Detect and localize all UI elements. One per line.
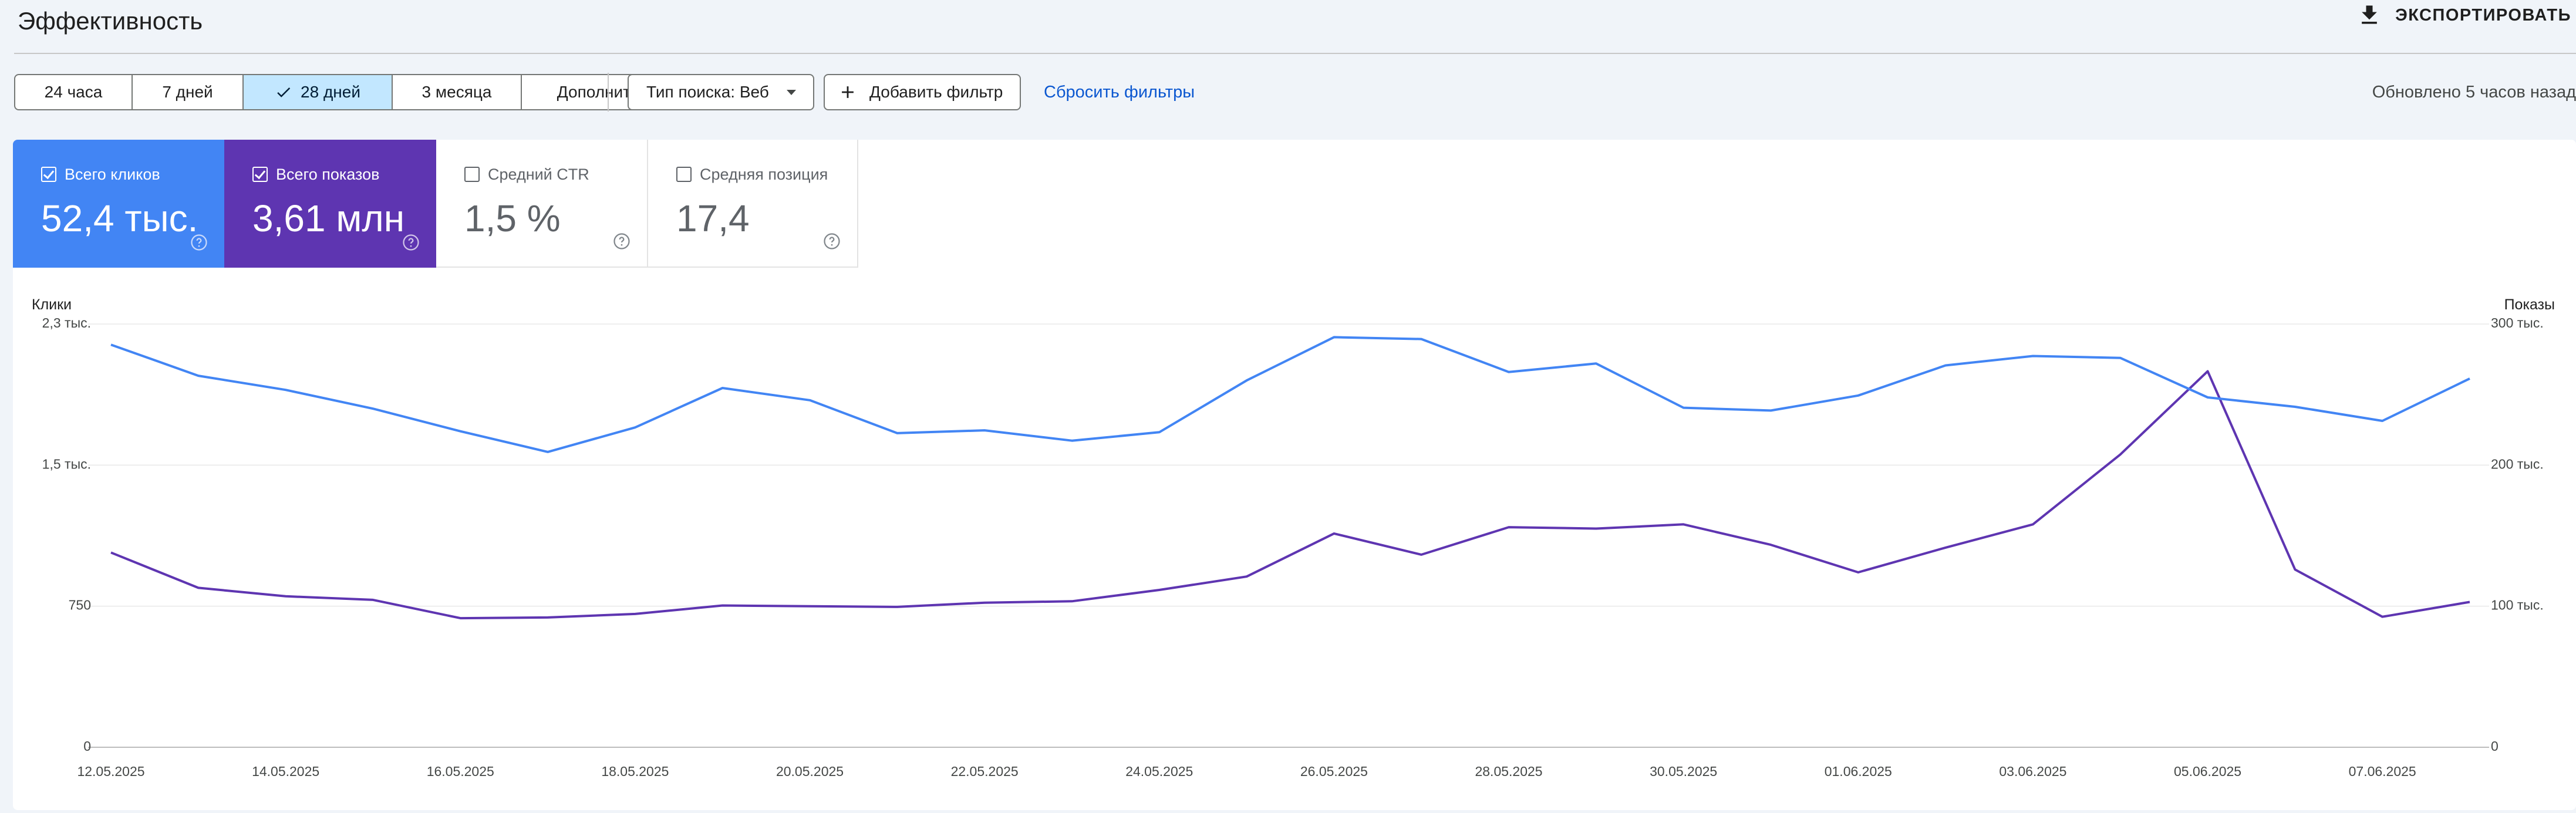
help-icon[interactable]	[402, 234, 420, 251]
range-28d[interactable]: 28 дней	[244, 75, 393, 109]
metric-label: Средний CTR	[488, 166, 589, 183]
x-tick-label: 16.05.2025	[427, 764, 494, 779]
right-axis-title: Показы	[2504, 296, 2555, 313]
export-button[interactable]: ЭКСПОРТИРОВАТЬ	[2356, 2, 2571, 28]
x-tick-label: 24.05.2025	[1125, 764, 1193, 779]
add-filter-label: Добавить фильтр	[869, 83, 1003, 101]
x-tick-label: 14.05.2025	[252, 764, 319, 779]
check-icon	[277, 87, 291, 97]
metric-value: 1,5 %	[464, 197, 561, 239]
header-divider	[14, 53, 2576, 54]
metric-card-position[interactable]: Средняя позиция 17,4	[648, 140, 858, 268]
x-tick-label: 26.05.2025	[1300, 764, 1368, 779]
left-tick-label: 1,5 тыс.	[42, 456, 91, 471]
left-tick-label: 2,3 тыс.	[42, 315, 91, 330]
search-type-filter[interactable]: Тип поиска: Веб	[628, 74, 814, 110]
x-tick-label: 05.06.2025	[2174, 764, 2241, 779]
series-line-clicks	[110, 336, 2470, 453]
metric-label: Средняя позиция	[700, 166, 828, 183]
plus-icon	[842, 86, 854, 98]
last-updated-text: Обновлено 5 часов назад	[2372, 83, 2576, 102]
right-axis-ticks: 0 100 тыс. 200 тыс. 300 тыс.	[2491, 315, 2544, 754]
metric-value: 52,4 тыс.	[41, 197, 198, 239]
dropdown-arrow-icon	[786, 89, 796, 95]
right-tick-label: 0	[2491, 738, 2499, 754]
metric-card-ctr[interactable]: Средний CTR 1,5 %	[436, 140, 648, 268]
x-tick-label: 22.05.2025	[951, 764, 1019, 779]
filter-divider	[608, 73, 609, 112]
x-tick-label: 30.05.2025	[1650, 764, 1717, 779]
right-tick-label: 100 тыс.	[2491, 598, 2544, 613]
x-tick-label: 20.05.2025	[776, 764, 844, 779]
x-axis-ticks: 12.05.2025 14.05.2025 16.05.2025 18.05.2025…	[77, 764, 2416, 779]
x-tick-label: 03.06.2025	[1999, 764, 2066, 779]
range-28d-label: 28 дней	[301, 83, 360, 101]
help-icon[interactable]	[613, 232, 630, 250]
range-7d[interactable]: 7 дней	[133, 75, 244, 109]
metric-value: 3,61 млн	[252, 197, 405, 239]
x-tick-label: 28.05.2025	[1475, 764, 1542, 779]
download-icon	[2362, 5, 2377, 24]
x-tick-label: 18.05.2025	[601, 764, 669, 779]
checkbox-unchecked[interactable]	[464, 167, 480, 182]
series-line-impressions	[110, 370, 2470, 620]
export-label: ЭКСПОРТИРОВАТЬ	[2395, 5, 2571, 25]
right-tick-label: 200 тыс.	[2491, 456, 2544, 471]
left-tick-label: 0	[83, 738, 91, 754]
chart-gridlines	[88, 323, 2489, 748]
metric-card-impressions[interactable]: Всего показов 3,61 млн	[224, 140, 436, 268]
metric-card-clicks[interactable]: Всего кликов 52,4 тыс.	[13, 140, 224, 268]
help-icon[interactable]	[823, 232, 841, 250]
page-title: Эффективность	[18, 7, 203, 35]
x-tick-label: 01.06.2025	[1825, 764, 1892, 779]
metric-label: Всего кликов	[65, 166, 160, 183]
help-icon[interactable]	[190, 234, 208, 251]
chart-series	[110, 336, 2470, 620]
checkbox-checked[interactable]	[41, 167, 56, 182]
search-type-label: Тип поиска: Веб	[646, 83, 769, 101]
checkbox-unchecked[interactable]	[676, 167, 692, 182]
metric-value: 17,4	[676, 197, 750, 239]
left-axis-ticks: 0 750 1,5 тыс. 2,3 тыс.	[42, 315, 91, 754]
add-filter-button[interactable]: Добавить фильтр	[824, 74, 1021, 110]
x-tick-label: 12.05.2025	[77, 764, 144, 779]
range-24h[interactable]: 24 часа	[15, 75, 133, 109]
metric-label: Всего показов	[276, 166, 380, 183]
checkbox-checked[interactable]	[252, 167, 268, 182]
left-tick-label: 750	[69, 598, 91, 613]
left-axis-title: Клики	[32, 296, 72, 313]
right-tick-label: 300 тыс.	[2491, 315, 2544, 330]
x-tick-label: 07.06.2025	[2349, 764, 2416, 779]
reset-filters-link[interactable]: Сбросить фильтры	[1044, 83, 1195, 102]
range-3m[interactable]: 3 месяца	[393, 75, 522, 109]
